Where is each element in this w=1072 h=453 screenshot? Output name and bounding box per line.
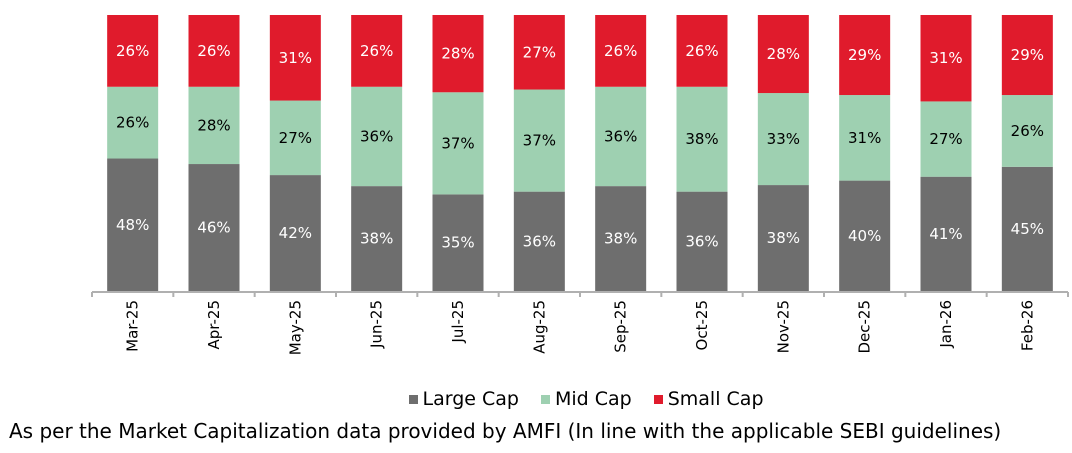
x-tick-label: Jul-25 [449, 300, 467, 344]
data-label-large-cap-jun-25: 38% [360, 230, 393, 248]
bar-mid-cap-dec-25 [839, 95, 891, 181]
bar-large-cap-jan-26 [920, 176, 972, 291]
bar-small-cap-aug-25 [513, 15, 565, 90]
data-label-mid-cap-apr-25: 28% [197, 116, 230, 134]
data-label-large-cap-oct-25: 36% [685, 232, 718, 250]
x-tick-label: Aug-25 [530, 300, 548, 354]
data-label-small-cap-apr-25: 26% [197, 42, 230, 60]
data-label-small-cap-oct-25: 26% [685, 42, 718, 60]
bar-small-cap-apr-25 [188, 15, 240, 87]
data-label-mid-cap-sep-25: 36% [604, 127, 637, 145]
data-label-mid-cap-aug-25: 37% [523, 132, 556, 150]
x-tick-label: Nov-25 [774, 300, 792, 353]
bar-small-cap-jan-26 [920, 15, 972, 102]
legend-item-mid-cap: Mid Cap [540, 388, 632, 410]
data-label-large-cap-mar-25: 48% [116, 216, 149, 234]
legend-item-large-cap: Large Cap [408, 388, 519, 410]
bar-mid-cap-mar-25 [107, 86, 159, 159]
bar-small-cap-nov-25 [757, 15, 809, 94]
legend: Large Cap Mid Cap Small Cap [0, 388, 1072, 410]
bar-large-cap-may-25 [269, 175, 321, 291]
stacked-bar-chart: 48% 26% 26% 46% 28% 26% 42% 27% 31% 38% 36% 26% 35% 3… [91, 15, 1069, 355]
data-label-large-cap-aug-25: 36% [523, 232, 556, 250]
legend-label-small-cap: Small Cap [667, 388, 764, 410]
data-label-mid-cap-jul-25: 37% [441, 134, 474, 152]
bar-small-cap-jul-25 [432, 15, 484, 93]
bar-mid-cap-feb-26 [1001, 95, 1053, 167]
data-label-mid-cap-mar-25: 26% [116, 114, 149, 132]
legend-swatch-small-cap [653, 394, 663, 404]
x-tick-label: Mar-25 [124, 300, 142, 352]
bar-large-cap-dec-25 [839, 180, 891, 291]
data-label-small-cap-aug-25: 27% [523, 43, 556, 61]
x-tick-labels: Mar-25 Apr-25 May-25 Jun-25 Jul-25 Aug-25 Sep-… [124, 300, 1037, 355]
data-label-large-cap-feb-26: 45% [1011, 220, 1044, 238]
data-label-mid-cap-feb-26: 26% [1011, 122, 1044, 140]
data-label-mid-cap-nov-25: 33% [767, 130, 800, 148]
x-tick-label: Oct-25 [693, 300, 711, 350]
data-label-large-cap-apr-25: 46% [197, 219, 230, 237]
bar-small-cap-sep-25 [595, 15, 647, 87]
bar-large-cap-aug-25 [513, 191, 565, 291]
bar-large-cap-sep-25 [595, 186, 647, 291]
bar-small-cap-oct-25 [676, 15, 728, 87]
bar-mid-cap-oct-25 [676, 86, 728, 192]
data-label-mid-cap-oct-25: 38% [685, 130, 718, 148]
data-label-mid-cap-jan-26: 27% [929, 130, 962, 148]
bar-mid-cap-jan-26 [920, 101, 972, 177]
x-tick-label: Feb-26 [1018, 300, 1036, 351]
bar-large-cap-oct-25 [676, 191, 728, 291]
bar-small-cap-dec-25 [839, 15, 891, 96]
bar-mid-cap-may-25 [269, 100, 321, 176]
x-tick-label: Jun-25 [368, 300, 386, 349]
data-label-small-cap-jul-25: 28% [441, 45, 474, 63]
bar-mid-cap-jul-25 [432, 92, 484, 195]
data-label-large-cap-sep-25: 38% [604, 230, 637, 248]
bar-mid-cap-apr-25 [188, 86, 240, 165]
legend-label-large-cap: Large Cap [422, 388, 519, 410]
bar-mid-cap-aug-25 [513, 89, 565, 192]
data-label-large-cap-may-25: 42% [279, 224, 312, 242]
bar-large-cap-jul-25 [432, 194, 484, 291]
bars-group: 48% 26% 26% 46% 28% 26% 42% 27% 31% 38% 36% 26% 35% 3… [107, 15, 1053, 291]
data-label-small-cap-feb-26: 29% [1011, 46, 1044, 64]
bar-mid-cap-nov-25 [757, 93, 809, 186]
x-tick-label: Dec-25 [856, 300, 874, 354]
data-label-small-cap-may-25: 31% [279, 49, 312, 67]
legend-swatch-mid-cap [540, 394, 550, 404]
bar-mid-cap-jun-25 [351, 86, 403, 187]
x-tick-label: Apr-25 [205, 300, 223, 350]
bar-large-cap-nov-25 [757, 185, 809, 291]
data-label-small-cap-mar-25: 26% [116, 42, 149, 60]
legend-label-mid-cap: Mid Cap [554, 388, 632, 410]
data-label-small-cap-jan-26: 31% [929, 49, 962, 67]
data-label-mid-cap-may-25: 27% [279, 129, 312, 147]
x-tick-label: Jan-26 [937, 300, 955, 349]
data-label-small-cap-nov-25: 28% [767, 45, 800, 63]
x-axis [91, 291, 1069, 297]
bar-large-cap-mar-25 [107, 158, 159, 291]
data-label-small-cap-sep-25: 26% [604, 42, 637, 60]
bar-large-cap-jun-25 [351, 186, 403, 291]
bar-large-cap-feb-26 [1001, 166, 1053, 291]
data-label-large-cap-jan-26: 41% [929, 225, 962, 243]
data-label-large-cap-dec-25: 40% [848, 227, 881, 245]
data-label-mid-cap-dec-25: 31% [848, 129, 881, 147]
data-label-small-cap-jun-25: 26% [360, 42, 393, 60]
data-label-large-cap-jul-25: 35% [441, 234, 474, 252]
x-tick-label: Sep-25 [612, 300, 630, 353]
bar-mid-cap-sep-25 [595, 86, 647, 187]
legend-item-small-cap: Small Cap [653, 388, 764, 410]
bar-small-cap-feb-26 [1001, 15, 1053, 96]
bar-large-cap-apr-25 [188, 164, 240, 291]
legend-swatch-large-cap [408, 394, 418, 404]
data-label-small-cap-dec-25: 29% [848, 46, 881, 64]
bar-small-cap-jun-25 [351, 15, 403, 87]
source-caption: As per the Market Capitalization data pr… [9, 419, 1002, 443]
data-label-large-cap-nov-25: 38% [767, 229, 800, 247]
bar-small-cap-mar-25 [107, 15, 159, 87]
x-tick-label: May-25 [286, 300, 304, 355]
data-label-mid-cap-jun-25: 36% [360, 127, 393, 145]
bar-small-cap-may-25 [269, 15, 321, 101]
